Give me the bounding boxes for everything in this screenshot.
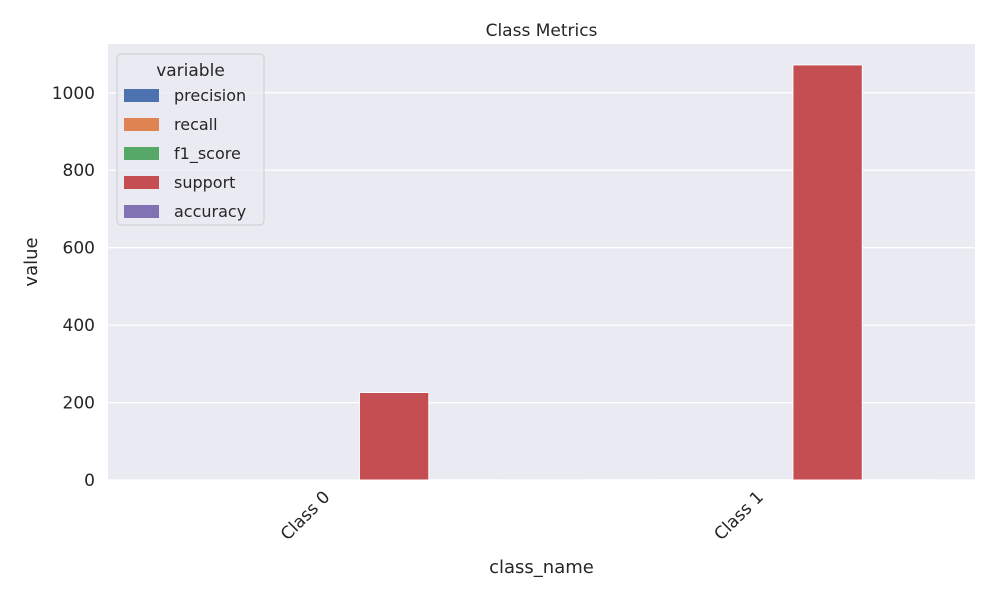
legend-label: accuracy bbox=[174, 202, 246, 221]
legend-label: f1_score bbox=[174, 144, 241, 164]
legend-swatch-recall bbox=[124, 118, 159, 131]
y-tick-label: 800 bbox=[63, 161, 95, 181]
legend-swatch-accuracy bbox=[124, 205, 159, 218]
y-tick-label: 0 bbox=[84, 471, 95, 491]
y-axis-label: value bbox=[21, 237, 42, 286]
x-tick-labels: Class 0 Class 1 bbox=[277, 487, 768, 544]
legend-swatch-f1_score bbox=[124, 147, 159, 160]
y-tick-labels: 0 200 400 600 800 1000 bbox=[52, 84, 95, 491]
chart-title: Class Metrics bbox=[486, 21, 598, 41]
x-tick-label: Class 1 bbox=[711, 487, 768, 544]
bar-support-0 bbox=[359, 392, 428, 480]
legend-label: recall bbox=[174, 115, 218, 134]
legend-label: support bbox=[174, 173, 235, 192]
bar-support-1 bbox=[793, 65, 862, 480]
y-tick-label: 400 bbox=[63, 316, 95, 336]
y-tick-label: 200 bbox=[63, 394, 95, 414]
legend-label: precision bbox=[174, 86, 246, 105]
legend-title: variable bbox=[156, 61, 225, 81]
legend-swatch-precision bbox=[124, 89, 159, 102]
legend-swatch-support bbox=[124, 176, 159, 189]
x-tick-label: Class 0 bbox=[277, 487, 334, 544]
x-axis-label: class_name bbox=[489, 557, 594, 578]
y-tick-label: 1000 bbox=[52, 84, 95, 104]
y-tick-label: 600 bbox=[63, 239, 95, 259]
